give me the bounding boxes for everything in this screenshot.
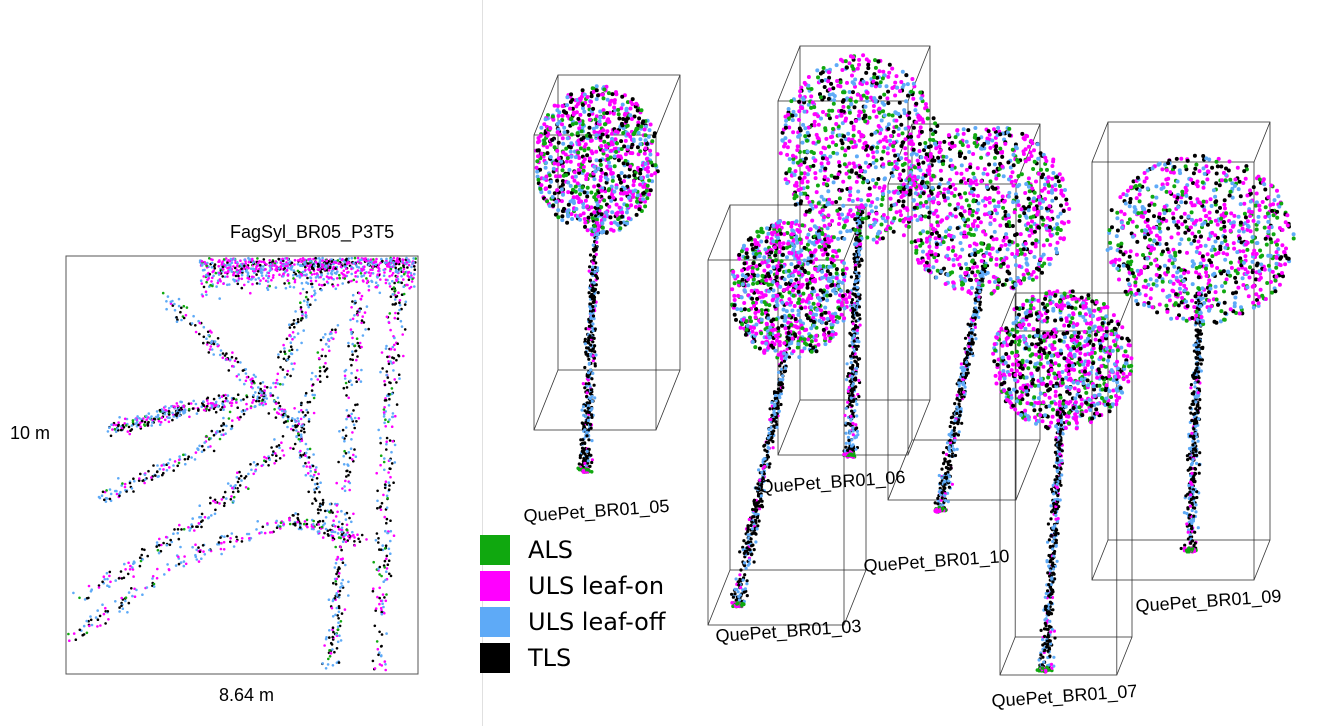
tree-label: QuePet_BR01_07 — [991, 681, 1138, 712]
bounding-box-front — [999, 330, 1118, 676]
tree-label: QuePet_BR01_03 — [715, 616, 862, 647]
tree-label: QuePet_BR01_09 — [1135, 586, 1282, 617]
bounding-box-back — [799, 45, 931, 401]
legend-item-tls: TLS — [480, 640, 665, 676]
tree-label: QuePet_BR01_05 — [523, 496, 670, 527]
bounding-box-back — [557, 74, 681, 371]
tree-label: QuePet_BR01_06 — [759, 467, 906, 498]
tree-label: QuePet_BR01_10 — [863, 546, 1010, 577]
legend: ALS ULS leaf-on ULS leaf-off TLS — [480, 532, 665, 676]
left-panel-height-label: 10 m — [10, 423, 51, 443]
legend-item-als: ALS — [480, 532, 665, 568]
legend-swatch-uls-leaf-on — [480, 571, 510, 601]
legend-swatch-tls — [480, 643, 510, 673]
left-panel-frame — [65, 255, 419, 675]
legend-swatch-als — [480, 535, 510, 565]
legend-label-tls: TLS — [528, 644, 572, 672]
legend-label-uls-leaf-off: ULS leaf-off — [528, 608, 666, 636]
bounding-box-back — [911, 123, 1041, 441]
legend-label-uls-leaf-on: ULS leaf-on — [528, 572, 665, 600]
legend-swatch-uls-leaf-off — [480, 607, 510, 637]
left-panel-width-label: 8.64 m — [219, 685, 275, 705]
left-panel-title: FagSyl_BR05_P3T5 — [230, 222, 395, 242]
panel-separator — [482, 0, 483, 726]
tree-point-clouds — [534, 53, 1296, 674]
left-point-cloud — [67, 256, 418, 672]
legend-label-als: ALS — [528, 536, 574, 564]
legend-item-uls-leaf-off: ULS leaf-off — [480, 604, 665, 640]
bounding-box-front — [1091, 161, 1255, 581]
legend-item-uls-leaf-on: ULS leaf-on — [480, 568, 665, 604]
